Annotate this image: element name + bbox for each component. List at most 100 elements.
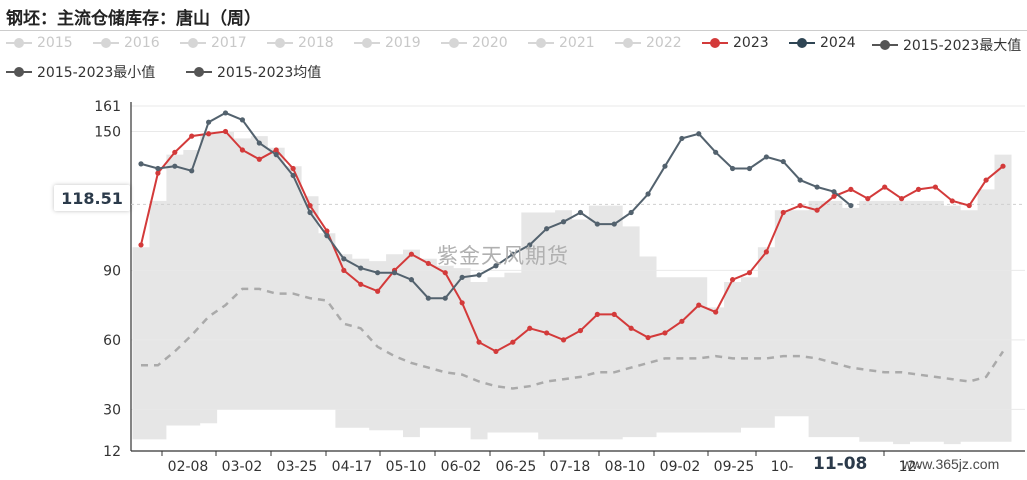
cursor-y-label: 118.51: [54, 185, 130, 211]
series-2023-point: [713, 309, 719, 315]
series-2023-point: [307, 202, 313, 209]
legend-item-2023[interactable]: 2023: [702, 35, 769, 51]
legend-label: 2015-2023均值: [217, 65, 322, 81]
series-2024-point: [324, 233, 330, 239]
series-2024-point: [256, 140, 262, 146]
legend-label: 2016: [124, 35, 160, 51]
legend-item-min[interactable]: 2015-2023最小值: [6, 62, 155, 82]
legend-marker-icon: [354, 38, 380, 48]
legend-marker-icon: [180, 38, 206, 48]
series-2023-point: [831, 193, 837, 199]
series-2023-point: [949, 198, 955, 204]
legend-label: 2020: [472, 35, 508, 51]
series-2024-point: [814, 184, 820, 190]
series-2024-point: [273, 152, 279, 158]
y-tick-label: 12: [103, 444, 121, 460]
x-tick-label: 09-25: [714, 459, 755, 475]
legend-item-2020[interactable]: 2020: [441, 35, 508, 51]
legend-item-2021[interactable]: 2021: [528, 35, 595, 51]
legend-item-mean[interactable]: 2015-2023均值: [186, 62, 321, 82]
legend-marker-icon: [93, 38, 119, 48]
legend-label: 2021: [559, 35, 595, 51]
series-2023-point: [797, 202, 803, 209]
legend-item-2019[interactable]: 2019: [354, 35, 421, 51]
series-2023-point: [577, 327, 584, 334]
legend-marker-icon: [186, 67, 212, 77]
legend-item-2022[interactable]: 2022: [615, 35, 682, 51]
legend-marker-icon: [6, 67, 32, 77]
x-tick-label: 06-25: [496, 459, 537, 475]
series-2023-point: [848, 186, 854, 192]
title-divider: [0, 30, 1027, 31]
series-2024-point: [527, 242, 533, 248]
series-2024-point: [594, 221, 600, 227]
x-tick-label: 10-: [771, 459, 794, 475]
series-2023-point: [560, 337, 567, 343]
x-tick-label: 03-02: [222, 459, 263, 475]
series-2023-point: [375, 288, 381, 294]
series-2023-point: [882, 184, 888, 190]
series-2023-point: [408, 251, 415, 257]
series-2024-point: [206, 119, 212, 125]
series-2023-point: [155, 170, 161, 176]
legend-label: 2023: [733, 35, 769, 51]
series-2024-point: [358, 265, 364, 271]
series-2024-point: [290, 172, 296, 179]
legend-label: 2015: [37, 35, 73, 51]
series-2024-point: [544, 226, 550, 232]
legend-item-2024[interactable]: 2024: [789, 35, 856, 51]
cursor-x-label: 11-08: [813, 454, 868, 474]
series-2024-point: [577, 209, 584, 216]
x-tick-label: 04-17: [332, 459, 373, 475]
legend-label: 2015-2023最小值: [37, 65, 156, 81]
chart-title: 钢坯：主流仓储库存：唐山（周）: [6, 9, 261, 29]
legend-item-2018[interactable]: 2018: [267, 35, 334, 51]
series-2023-point: [189, 133, 195, 139]
series-2023-point: [780, 209, 786, 216]
series-2024-point: [645, 191, 651, 197]
mean-line: [141, 287, 1005, 390]
series-2023-point: [645, 334, 651, 341]
series-2024-point: [172, 163, 178, 169]
series-2023-point: [729, 277, 736, 283]
series-2023-point: [459, 300, 465, 306]
max-min-band: [132, 131, 1012, 445]
series-2023-point: [476, 339, 482, 345]
legend-item-2015[interactable]: 2015: [6, 35, 73, 51]
series-2024-point: [611, 221, 617, 227]
series-2024-point: [375, 270, 381, 276]
series-2023-point: [983, 177, 989, 183]
series-2023-point: [341, 267, 347, 273]
legend-label: 2024: [820, 35, 856, 51]
series-2023-point: [358, 281, 364, 287]
series-2023-point: [222, 128, 229, 135]
series-2024-point: [307, 209, 313, 216]
legend-label: 2018: [298, 35, 334, 51]
series-2024-point: [155, 165, 161, 172]
site-watermark: www.365jz.com: [902, 456, 1000, 472]
series-2023-point: [932, 184, 938, 190]
watermark-text: 紫金天风期货: [437, 244, 569, 268]
series-2023-point: [696, 302, 702, 308]
series-2023-point: [273, 147, 279, 153]
series-2023-point: [138, 242, 144, 248]
legend-marker-icon: [6, 38, 32, 48]
legend-label: 2015-2023最大值: [903, 38, 1022, 54]
series-2024-point: [662, 163, 668, 169]
x-tick-label: 03-25: [277, 459, 318, 475]
series-2024-point: [560, 219, 567, 225]
legend-item-2017[interactable]: 2017: [180, 35, 247, 51]
series-2023-point: [442, 270, 448, 276]
series-2023-point: [239, 147, 246, 153]
x-tick-label: 09-02: [660, 459, 701, 475]
series-2023-line: [140, 130, 1004, 353]
y-tick-label: 60: [103, 333, 121, 349]
y-tick-label: 150: [94, 124, 121, 140]
y-tick-label: 30: [103, 402, 121, 418]
legend-item-2016[interactable]: 2016: [93, 35, 160, 51]
series-2023-point: [865, 196, 871, 202]
legend-marker-icon: [872, 40, 898, 50]
legend-item-max[interactable]: 2015-2023最大值: [872, 35, 1021, 55]
series-2024-point: [476, 272, 482, 278]
